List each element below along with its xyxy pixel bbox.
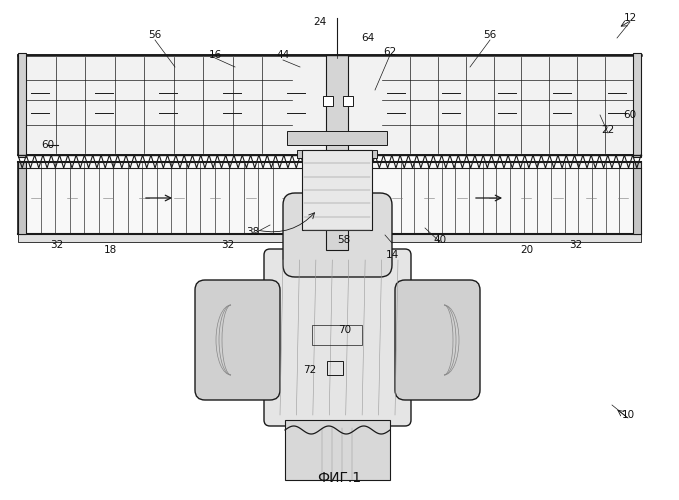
Bar	[18, 162, 641, 234]
Text: 40: 40	[433, 235, 447, 245]
Text: 14: 14	[386, 250, 399, 260]
FancyBboxPatch shape	[395, 280, 480, 400]
Text: 70: 70	[338, 325, 352, 335]
Text: 56: 56	[483, 30, 496, 40]
Text: 16: 16	[208, 50, 221, 60]
Text: 60: 60	[41, 140, 54, 150]
Text: 58: 58	[337, 235, 350, 245]
Text: 32: 32	[570, 240, 583, 250]
FancyBboxPatch shape	[264, 249, 411, 426]
Bar	[309, 235, 365, 260]
Text: 60: 60	[623, 110, 637, 120]
Text: 10: 10	[621, 410, 635, 420]
Text: 44: 44	[276, 50, 290, 60]
Text: 56: 56	[149, 30, 162, 40]
Text: 32: 32	[221, 240, 235, 250]
Bar	[327, 361, 343, 375]
Bar	[302, 150, 372, 230]
Bar	[326, 55, 348, 250]
Text: 62: 62	[384, 47, 397, 57]
Text: 32: 32	[50, 240, 64, 250]
Text: 64: 64	[361, 33, 375, 43]
Text: 24: 24	[314, 17, 327, 27]
Text: 38: 38	[246, 227, 259, 237]
Text: ФИГ.1: ФИГ.1	[317, 471, 361, 485]
Bar	[18, 162, 26, 234]
FancyBboxPatch shape	[195, 280, 280, 400]
Bar	[633, 162, 641, 234]
FancyBboxPatch shape	[283, 193, 392, 277]
Bar	[323, 96, 333, 106]
Bar	[633, 53, 641, 157]
Bar	[312, 325, 362, 345]
Text: 12: 12	[623, 13, 637, 23]
Text: 18: 18	[103, 245, 117, 255]
Bar	[343, 96, 353, 106]
Bar	[18, 55, 641, 155]
Bar	[287, 131, 387, 145]
Bar	[18, 234, 641, 242]
Bar	[18, 53, 26, 157]
Text: 20: 20	[520, 245, 534, 255]
Text: 22: 22	[602, 125, 614, 135]
Text: 72: 72	[304, 365, 316, 375]
Bar	[297, 150, 377, 158]
Bar	[285, 420, 390, 480]
